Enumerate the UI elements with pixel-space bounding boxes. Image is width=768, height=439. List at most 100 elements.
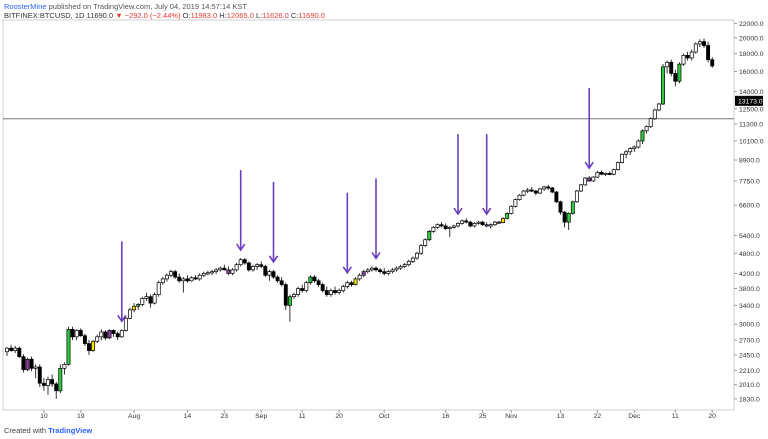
candle[interactable] [29, 356, 34, 372]
candle[interactable] [128, 307, 132, 320]
candle[interactable] [476, 220, 481, 225]
candle[interactable] [312, 275, 317, 283]
candle[interactable] [320, 282, 325, 293]
candle[interactable] [185, 275, 190, 283]
candle[interactable] [710, 57, 715, 68]
candle[interactable] [58, 364, 63, 394]
candle[interactable] [472, 222, 477, 228]
candle[interactable] [558, 200, 563, 215]
candle[interactable] [386, 269, 391, 276]
candle[interactable] [501, 217, 506, 224]
candle[interactable] [492, 220, 497, 227]
candle[interactable] [554, 191, 559, 203]
candle[interactable] [115, 331, 120, 341]
candle[interactable] [505, 212, 510, 220]
candle[interactable] [9, 344, 14, 352]
candle[interactable] [234, 263, 239, 272]
candle[interactable] [132, 303, 137, 313]
candle[interactable] [423, 238, 428, 248]
candle[interactable] [263, 264, 268, 278]
candle[interactable] [226, 266, 231, 276]
candle[interactable] [378, 268, 383, 274]
candle[interactable] [279, 277, 284, 287]
candle[interactable] [497, 220, 501, 224]
candle[interactable] [341, 284, 346, 293]
candle[interactable] [517, 194, 522, 201]
candle[interactable] [689, 49, 694, 61]
candle[interactable] [677, 62, 682, 84]
candle[interactable] [656, 102, 661, 112]
candle[interactable] [238, 258, 243, 267]
candle[interactable] [665, 60, 670, 74]
candle[interactable] [521, 189, 526, 197]
candle[interactable] [46, 376, 50, 395]
candle[interactable] [193, 275, 198, 281]
candle[interactable] [468, 220, 473, 228]
tradingview-logo[interactable]: TradingView [48, 426, 93, 435]
candle[interactable] [296, 286, 301, 297]
candle[interactable] [488, 223, 493, 229]
candle[interactable] [214, 268, 219, 275]
candle[interactable] [156, 280, 161, 297]
candle[interactable] [222, 264, 227, 271]
candle[interactable] [693, 42, 698, 54]
candle[interactable] [644, 125, 649, 134]
candle[interactable] [17, 346, 22, 358]
candle[interactable] [230, 268, 235, 276]
candle[interactable] [205, 270, 210, 276]
candle[interactable] [37, 364, 42, 387]
candle[interactable] [583, 177, 588, 186]
candle[interactable] [87, 340, 91, 355]
candle[interactable] [13, 345, 18, 353]
candle[interactable] [304, 280, 309, 293]
candle[interactable] [591, 176, 596, 182]
candle[interactable] [595, 170, 600, 179]
candle[interactable] [337, 288, 342, 295]
candle[interactable] [525, 187, 530, 194]
candle[interactable] [255, 263, 260, 270]
candle[interactable] [119, 329, 124, 338]
candle[interactable] [357, 273, 362, 281]
candle[interactable] [574, 189, 579, 203]
candle[interactable] [62, 362, 67, 375]
candle[interactable] [550, 186, 555, 194]
candle[interactable] [152, 292, 157, 305]
candle[interactable] [611, 168, 616, 176]
candle[interactable] [419, 244, 424, 255]
candle[interactable] [460, 219, 465, 225]
candle[interactable] [382, 268, 387, 276]
candle[interactable] [123, 316, 128, 332]
candle[interactable] [402, 263, 407, 269]
candle[interactable] [484, 222, 489, 228]
candle[interactable] [287, 294, 292, 322]
candle[interactable] [197, 273, 202, 281]
candle[interactable] [54, 381, 59, 399]
candle[interactable] [78, 328, 83, 337]
candle[interactable] [21, 354, 26, 373]
candle[interactable] [251, 264, 255, 272]
candle[interactable] [300, 284, 305, 293]
candle[interactable] [328, 288, 333, 297]
candle[interactable] [624, 150, 629, 159]
candle[interactable] [570, 200, 575, 215]
candle[interactable] [546, 184, 551, 190]
candle[interactable] [599, 170, 604, 176]
candle[interactable] [685, 52, 690, 61]
candle[interactable] [148, 294, 153, 308]
author-link[interactable]: RoosterMine [4, 2, 47, 11]
candle[interactable] [636, 139, 641, 149]
candle[interactable] [349, 280, 354, 287]
candle[interactable] [246, 261, 251, 272]
candle[interactable] [529, 186, 534, 193]
candle[interactable] [324, 286, 329, 297]
candle[interactable] [542, 185, 547, 192]
candle[interactable] [5, 347, 9, 357]
candle[interactable] [259, 261, 264, 269]
candle[interactable] [82, 333, 87, 346]
candle[interactable] [562, 211, 567, 228]
candle[interactable] [169, 269, 173, 278]
candle[interactable] [620, 153, 624, 164]
candle[interactable] [447, 226, 452, 237]
candle[interactable] [439, 222, 444, 228]
candle[interactable] [164, 273, 169, 282]
